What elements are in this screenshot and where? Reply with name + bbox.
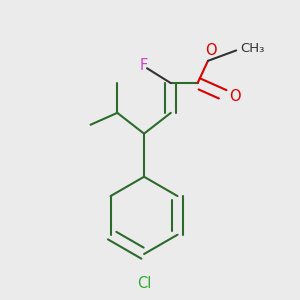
- Text: F: F: [140, 58, 148, 73]
- Text: O: O: [205, 44, 217, 59]
- Text: Cl: Cl: [137, 276, 151, 291]
- Text: CH₃: CH₃: [241, 42, 265, 55]
- Text: O: O: [229, 89, 240, 104]
